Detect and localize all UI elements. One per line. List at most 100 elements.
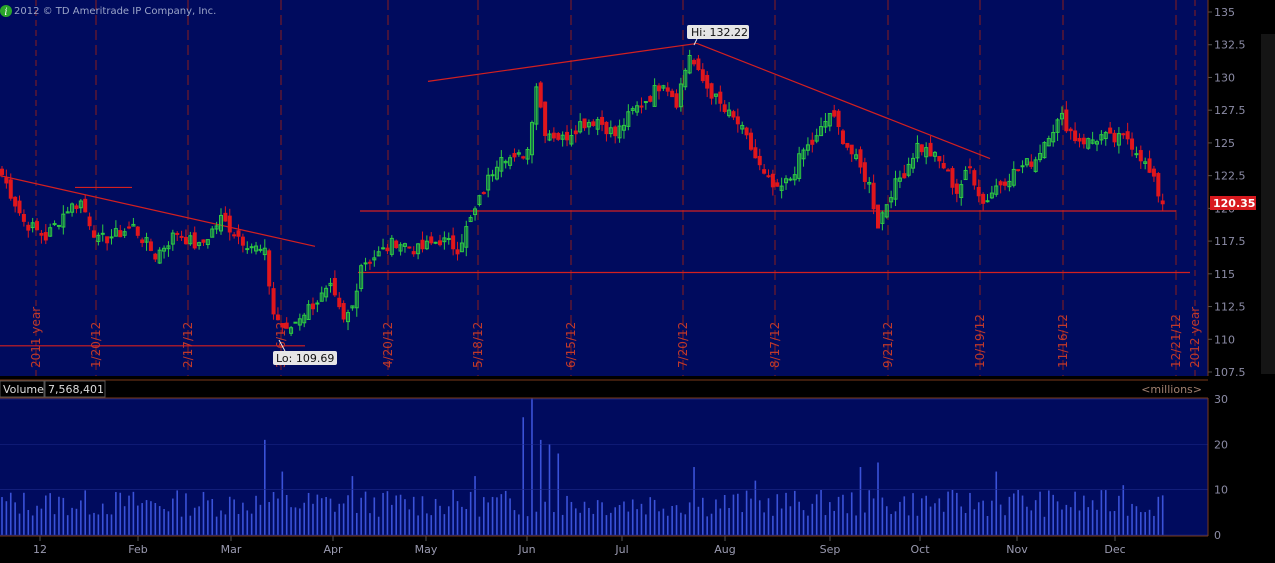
volume-axis-ticks: 30 20 10 0 (0, 393, 1228, 542)
volume-header-bg (0, 380, 1208, 398)
candle-body (438, 240, 442, 246)
candle-body (407, 246, 412, 249)
candle-body (223, 212, 228, 222)
candle-body (236, 230, 241, 237)
candle-body (827, 113, 832, 127)
last-price-tag: 120.35 (1210, 196, 1256, 210)
price-tick-label: 107.5 (1214, 366, 1246, 379)
candle-body (289, 327, 294, 334)
candle-body (293, 321, 298, 324)
candle-body (219, 214, 223, 232)
candle-body (902, 173, 907, 179)
vertical-date-label: 2/17/12 (181, 322, 195, 368)
candle-body (74, 205, 79, 209)
candle-body (591, 121, 596, 126)
candle-body (486, 174, 491, 191)
copyright-text: 2012 © TD Ameritrade IP Company, Inc. (14, 6, 216, 17)
candle-body (766, 175, 771, 178)
volume-bars (1, 394, 1164, 535)
price-tick-label: 125 (1214, 137, 1235, 150)
price-tick-label: 110 (1214, 333, 1235, 346)
candle-body (1020, 165, 1025, 168)
candle-body (543, 101, 548, 137)
price-tick-label: 127.5 (1214, 104, 1246, 117)
candle-body (950, 168, 955, 188)
candle-body (87, 216, 92, 227)
candle-body (972, 170, 977, 186)
candle-body (516, 152, 521, 155)
candle-body (166, 245, 171, 250)
info-icon[interactable] (0, 5, 12, 17)
candle-body (372, 257, 377, 261)
candle-body (915, 142, 920, 159)
candle-body (508, 157, 513, 166)
candle-body (70, 203, 75, 213)
candle-body (665, 87, 670, 92)
vertical-date-label: 11/16/12 (1056, 314, 1070, 368)
volume-label-box (0, 380, 45, 398)
candle-body (490, 174, 495, 177)
price-tick-label: 132.5 (1214, 39, 1246, 52)
candle-body (13, 196, 18, 207)
candle-body (801, 149, 806, 160)
candle-body (319, 292, 324, 302)
candle-body (416, 243, 421, 255)
candle-body (153, 253, 158, 260)
candle-body (573, 130, 578, 135)
price-tick-label: 117.5 (1214, 235, 1246, 248)
candle-body (696, 58, 701, 71)
candle-body (819, 126, 824, 137)
candle-body (932, 151, 937, 157)
candle-body (109, 236, 114, 239)
candle-body (91, 230, 96, 238)
candle-body (254, 245, 259, 252)
candle-body (376, 251, 381, 257)
candle-body (157, 249, 162, 264)
right-scrollbar[interactable] (1261, 34, 1275, 374)
candle-body (792, 174, 797, 181)
candle-body (871, 182, 876, 210)
vertical-date-label: 9/21/12 (881, 322, 895, 368)
candle-body (657, 85, 661, 92)
vertical-date-label: 7/20/12 (676, 322, 690, 368)
candle-body (797, 153, 802, 179)
candle-body (429, 236, 434, 244)
price-tick-label: 122.5 (1214, 170, 1246, 183)
candle-body (1086, 138, 1091, 149)
candle-body (310, 303, 315, 310)
candle-body (757, 155, 762, 166)
vertical-date-label: 2011 year (29, 307, 43, 368)
candle-body (315, 302, 320, 305)
trend-line (696, 42, 991, 160)
candle-body (989, 192, 994, 199)
candle-body (275, 314, 280, 321)
candle-body (328, 282, 333, 287)
candles (0, 49, 1165, 337)
candle-body (748, 132, 753, 150)
candle-body (271, 288, 276, 315)
candle-body (1038, 153, 1043, 161)
candle-body (83, 198, 88, 213)
month-label: Nov (1006, 543, 1028, 556)
candle-body (534, 86, 539, 125)
candle-body (1134, 153, 1139, 156)
candle-body (626, 111, 631, 127)
candle-body (468, 217, 473, 223)
candle-body (0, 168, 4, 175)
candle-body (889, 197, 894, 203)
candle-body (56, 224, 61, 227)
candle-body (210, 228, 215, 238)
candle-body (494, 166, 499, 180)
candle-body (433, 241, 438, 244)
candle-body (363, 262, 368, 265)
candle-body (529, 122, 534, 156)
candle-body (52, 223, 57, 226)
candle-body (144, 237, 149, 243)
vertical-date-label: 8/17/12 (768, 322, 782, 368)
candle-body (727, 109, 732, 117)
candle-body (586, 122, 591, 128)
month-label: Feb (128, 543, 147, 556)
candle-body (678, 83, 683, 108)
candle-body (499, 157, 504, 172)
